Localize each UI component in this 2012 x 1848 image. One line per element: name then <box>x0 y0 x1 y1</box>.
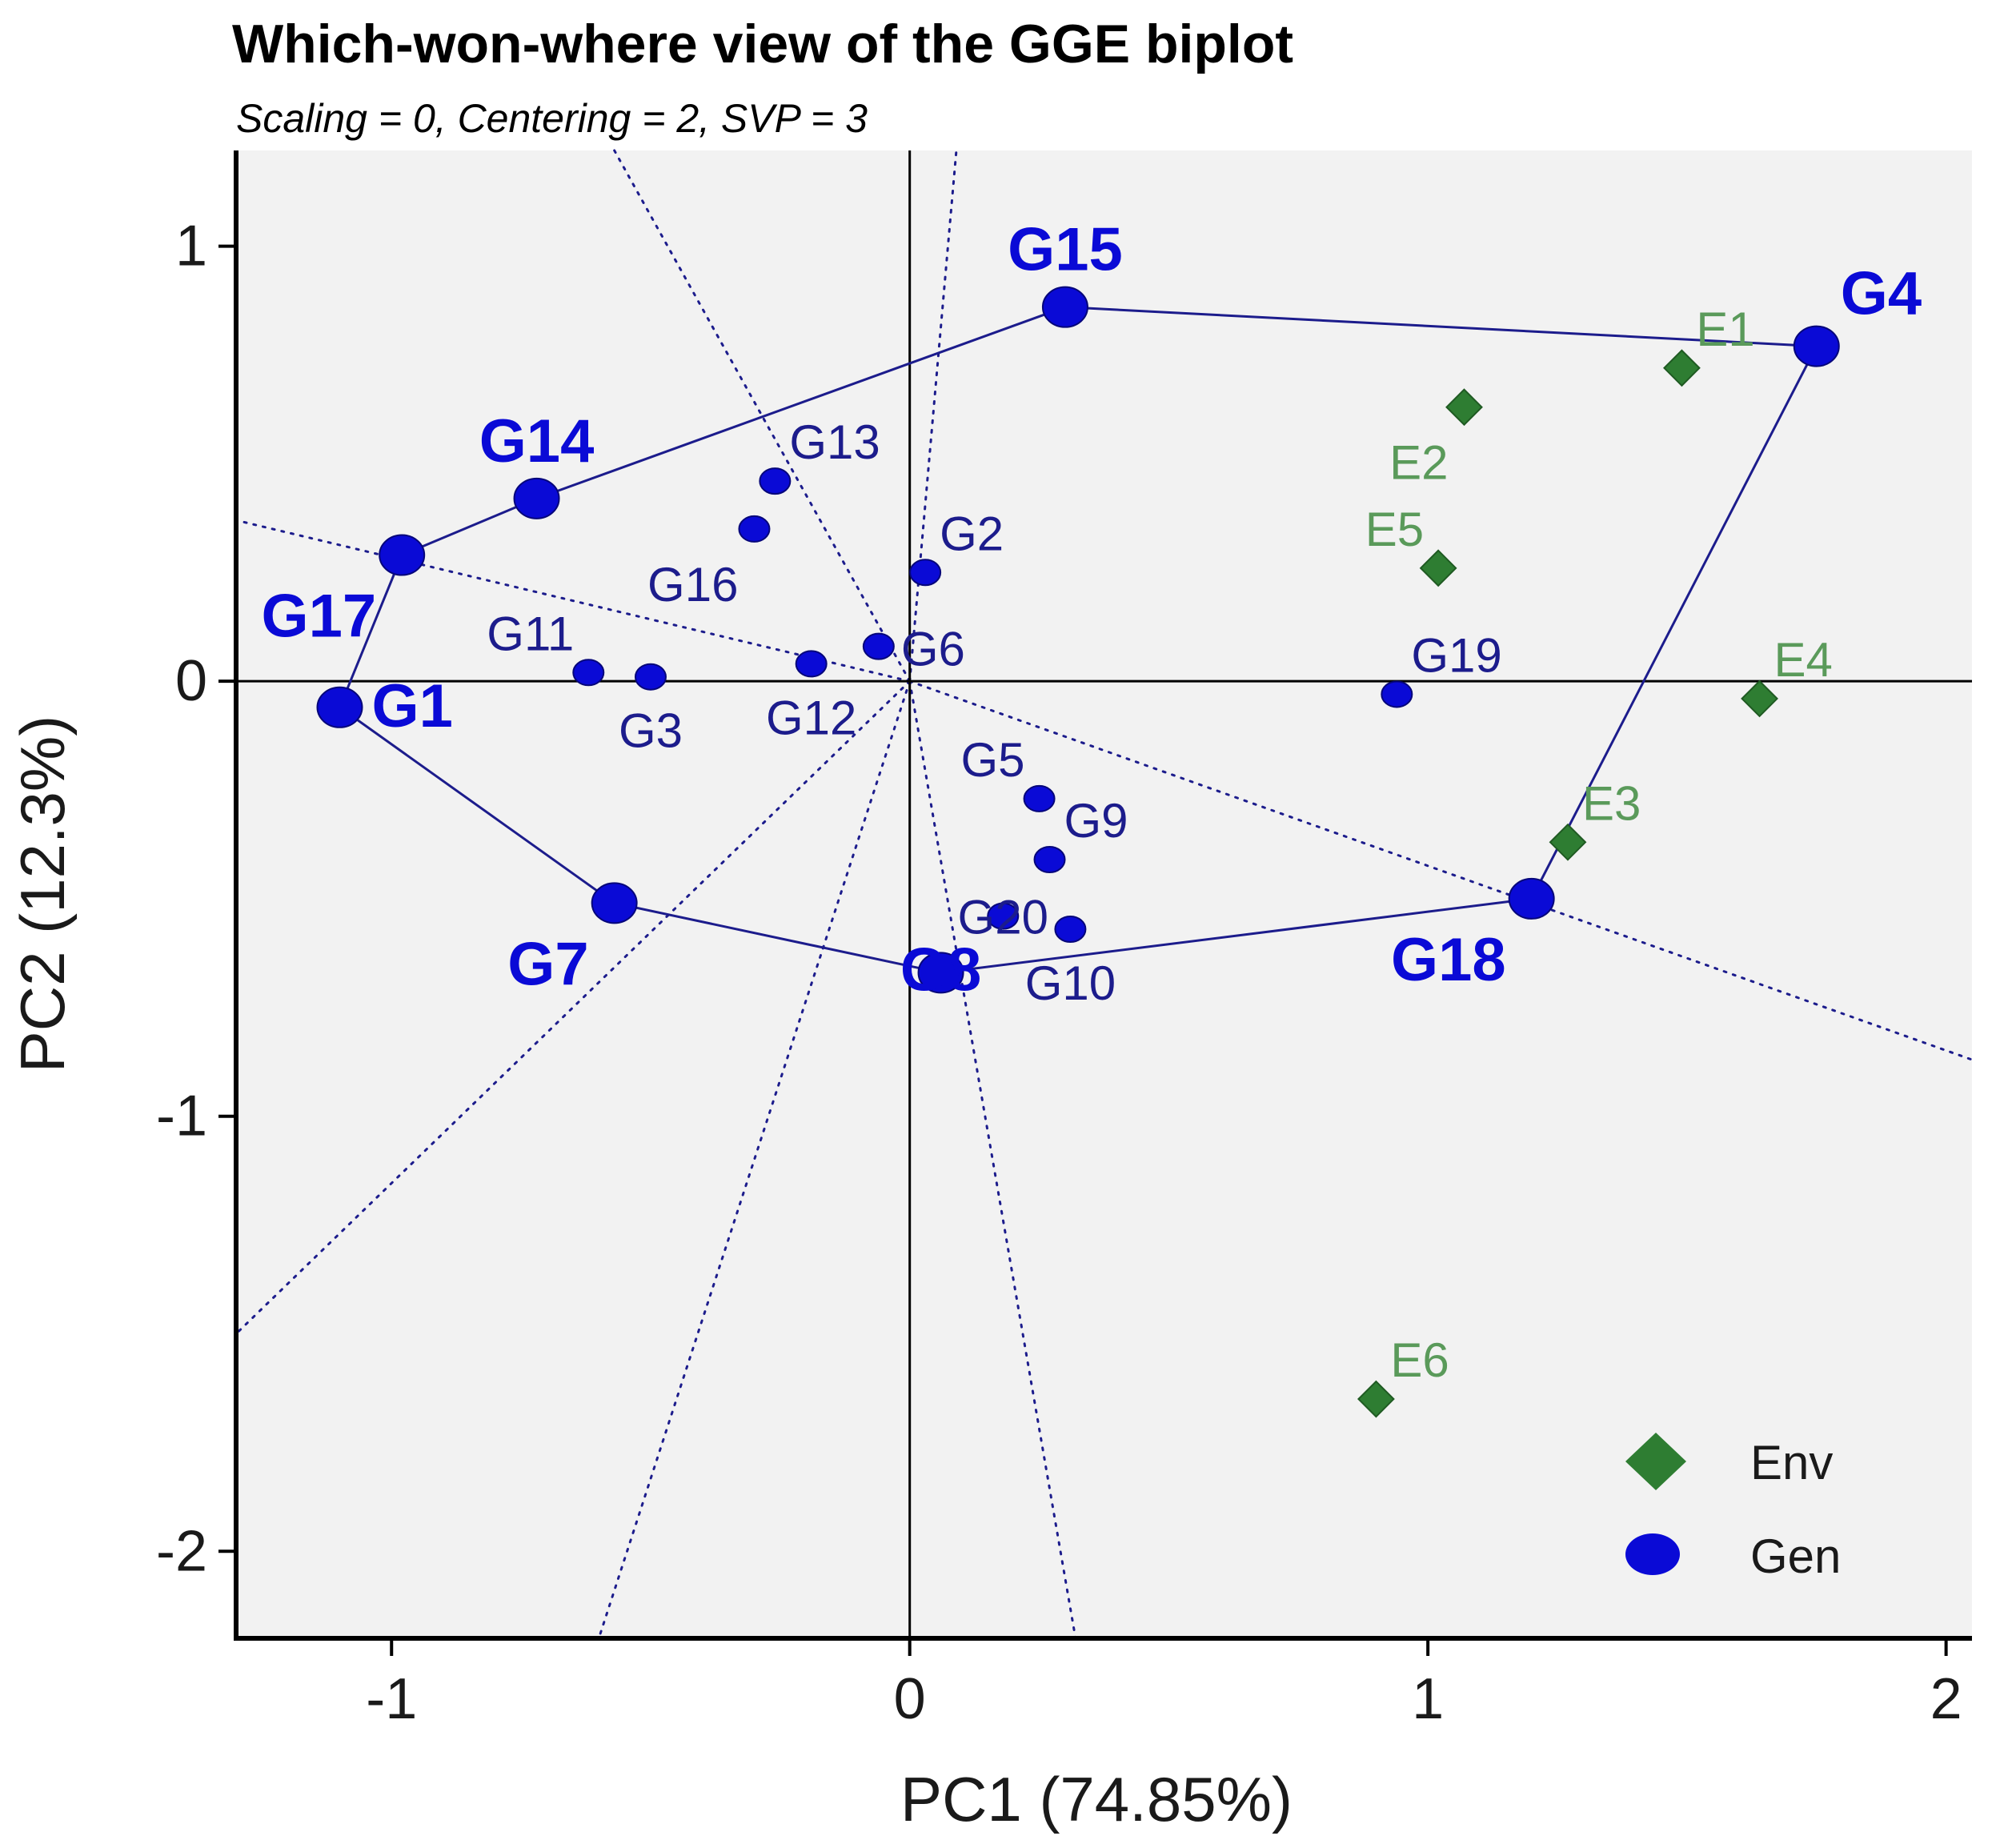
chart-title: Which-won-where view of the GGE biplot <box>232 14 1293 74</box>
y-tick-label: 1 <box>175 214 207 279</box>
env-point-e1 <box>1663 349 1701 387</box>
axis-ticks: -1 0 1 2 -2 -1 0 1 <box>156 214 1962 1731</box>
gen-label-g13: G13 <box>789 415 880 469</box>
gen-label-g7: G7 <box>507 930 588 998</box>
gen-point-g14 <box>513 477 560 519</box>
gen-label-g4: G4 <box>1841 260 1922 328</box>
y-tick-label: -2 <box>156 1519 207 1583</box>
sector-line-6 <box>908 679 1077 1640</box>
y-axis-label: PC2 (12.3%) <box>7 716 78 1073</box>
gen-label-g16: G16 <box>647 558 738 611</box>
gen-label-g15: G15 <box>1008 216 1123 284</box>
x-tick-label: 1 <box>1412 1667 1444 1731</box>
sector-line-4 <box>234 679 912 1336</box>
gen-label-g14: G14 <box>479 407 595 475</box>
sector-lines <box>234 149 1974 1640</box>
gen-point-g13 <box>759 467 792 495</box>
gen-label-g3: G3 <box>619 704 683 758</box>
gen-point-g5 <box>1023 784 1056 812</box>
env-label-e4: E4 <box>1774 633 1833 687</box>
y-tick-label: -1 <box>156 1084 207 1148</box>
gen-label-g12: G12 <box>766 691 856 744</box>
gen-point-g19 <box>1381 680 1413 708</box>
axis-frame <box>234 150 1972 1641</box>
env-label-e2: E2 <box>1389 436 1448 490</box>
gen-point-g2 <box>909 559 942 587</box>
x-axis-label: PC1 (74.85%) <box>900 1764 1293 1834</box>
env-point-e6 <box>1357 1380 1395 1418</box>
gen-label-g6: G6 <box>901 623 965 676</box>
legend-gen-label: Gen <box>1750 1529 1841 1583</box>
gen-point-g15 <box>1041 286 1088 328</box>
gen-point-g6 <box>862 632 895 660</box>
genotype-points <box>316 286 1840 994</box>
x-tick-label: 0 <box>894 1667 926 1731</box>
env-point-e3 <box>1549 823 1587 861</box>
environment-points <box>1357 349 1778 1418</box>
gen-point-g10 <box>1054 915 1087 943</box>
env-label-e1: E1 <box>1696 303 1754 356</box>
gen-point-g12 <box>795 650 828 678</box>
gen-label-g11: G11 <box>487 607 574 660</box>
gen-point-g20 <box>987 902 1020 930</box>
gen-point-g3 <box>634 663 667 691</box>
x-tick-label: -1 <box>366 1667 417 1731</box>
gen-point-g7 <box>591 882 638 924</box>
gen-label-g10: G10 <box>1025 956 1116 1010</box>
x-tick-label: 2 <box>1930 1667 1962 1731</box>
env-point-e5 <box>1419 549 1457 587</box>
gen-point-g1 <box>316 686 363 728</box>
env-label-e3: E3 <box>1582 776 1641 830</box>
sector-line-3 <box>234 519 912 683</box>
gen-point-g16 <box>738 515 771 543</box>
gen-label-g19: G19 <box>1411 628 1501 682</box>
legend-gen-marker <box>1625 1533 1680 1575</box>
zero-axes <box>236 150 1972 1638</box>
env-point-e4 <box>1741 679 1778 718</box>
gen-label-g20: G20 <box>958 891 1048 944</box>
gen-label-g18: G18 <box>1391 926 1506 994</box>
point-labels: G1 G2 G3 G4 G5 G6 G7 G8 G9 G10 G11 G12 G13 G14 G15 G16 G… <box>262 216 1922 1387</box>
env-label-e5: E5 <box>1365 503 1424 556</box>
gen-point-g4 <box>1793 325 1840 367</box>
chart-subtitle: Scaling = 0, Centering = 2, SVP = 3 <box>236 96 868 141</box>
gen-label-g1: G1 <box>371 672 452 740</box>
plot-panel <box>236 150 1972 1638</box>
legend-env-label: Env <box>1750 1436 1833 1489</box>
gen-label-g9: G9 <box>1064 794 1128 848</box>
sector-line-5 <box>597 679 912 1640</box>
gen-point-g18 <box>1508 877 1555 920</box>
legend-env-marker <box>1625 1433 1686 1490</box>
legend: Env Gen <box>1625 1433 1841 1583</box>
gen-point-g9 <box>1033 846 1066 874</box>
gen-label-g8: G8 <box>900 936 981 1004</box>
gen-point-g8 <box>917 952 964 994</box>
gen-label-g5: G5 <box>961 733 1025 787</box>
env-point-e2 <box>1445 388 1483 427</box>
y-tick-label: 0 <box>175 649 207 713</box>
gen-point-g11 <box>572 659 605 687</box>
gen-label-g17: G17 <box>262 583 377 651</box>
gen-point-g17 <box>379 534 426 576</box>
sector-line-2 <box>908 149 958 683</box>
gen-label-g2: G2 <box>940 507 1004 560</box>
env-label-e6: E6 <box>1390 1333 1449 1387</box>
